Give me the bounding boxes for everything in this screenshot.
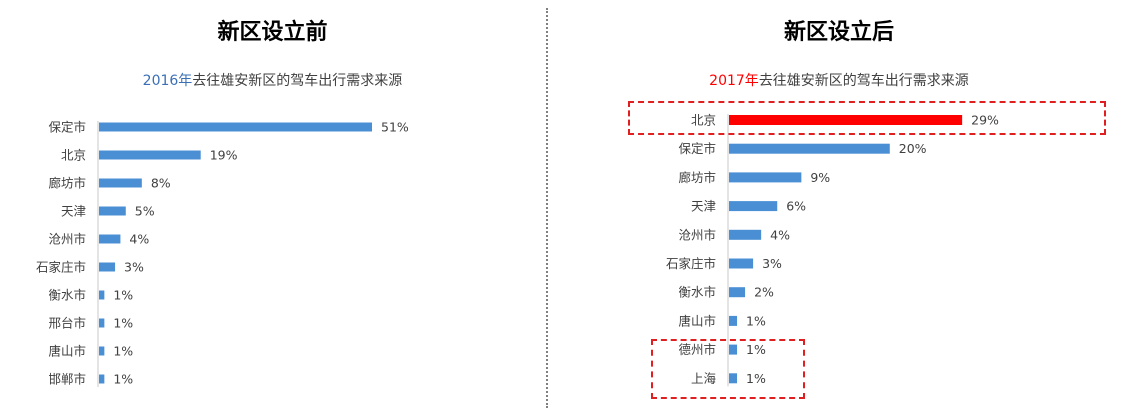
category-label: 保定市 [48, 120, 86, 135]
panel-heading: 新区设立后 [783, 20, 894, 45]
value-label: 4% [770, 227, 790, 242]
bar [729, 315, 738, 326]
highlight-box-new-sources [651, 339, 805, 399]
category-label: 唐山市 [48, 344, 86, 359]
category-label: 天津 [61, 204, 86, 219]
bar [99, 290, 105, 300]
bar [729, 115, 963, 125]
category-label: 北京 [691, 113, 716, 128]
bar [729, 172, 802, 183]
panel-heading: 新区设立前 [217, 20, 328, 45]
bar [729, 201, 778, 212]
value-label: 1% [113, 288, 133, 303]
bar [729, 287, 746, 298]
value-label: 1% [746, 313, 766, 328]
value-label: 8% [151, 176, 171, 191]
value-label: 1% [113, 316, 133, 331]
value-label: 1% [746, 342, 766, 357]
bar [729, 258, 754, 269]
subtitle-year: 2016年 [142, 73, 193, 89]
category-label: 北京 [61, 148, 86, 163]
value-label: 3% [124, 260, 144, 275]
category-label: 衡水市 [48, 288, 86, 303]
highlight-box-beijing [628, 101, 1106, 135]
bar [99, 318, 105, 328]
value-label: 20% [899, 141, 927, 156]
category-label: 沧州市 [48, 232, 86, 247]
category-label: 邢台市 [48, 316, 86, 331]
bar [99, 206, 126, 216]
subtitle-text: 去往雄安新区的驾车出行需求来源 [758, 73, 969, 89]
bar [729, 344, 738, 355]
bar [99, 122, 372, 132]
bar [729, 229, 762, 240]
value-label: 1% [113, 344, 133, 359]
bar [99, 262, 116, 272]
bar-chart-after: 北京 29% 保定市 20% 廊坊市 9% 天津 6% 沧州市 4% 石家庄市 3% 衡水市 2% 唐山市 1… [666, 113, 999, 387]
category-label: 廊坊市 [678, 170, 716, 185]
value-label: 29% [971, 113, 999, 128]
bar [99, 150, 201, 160]
bar [99, 178, 142, 188]
category-label: 石家庄市 [666, 256, 716, 271]
category-label: 沧州市 [678, 227, 716, 242]
category-label: 石家庄市 [36, 260, 86, 275]
bar [729, 143, 890, 154]
bar [99, 374, 105, 384]
category-label: 保定市 [678, 141, 716, 156]
bar-chart-before: 保定市 51% 北京 19% 廊坊市 8% 天津 5% 沧州市 4% 石家庄市 3% 衡水市 1% 邢台市 1… [36, 120, 409, 387]
value-label: 4% [129, 232, 149, 247]
value-label: 19% [210, 148, 238, 163]
chart-panel-before: 新区设立前 2016年去往雄安新区的驾车出行需求来源 保定市 51% 北京 19% 廊坊… [0, 0, 545, 412]
category-label: 天津 [691, 199, 716, 214]
bar [729, 373, 738, 384]
chart-subtitle: 2017年去往雄安新区的驾车出行需求来源 [548, 70, 1130, 90]
chart-panel-after: 新区设立后 2017年去往雄安新区的驾车出行需求来源 北京 29% 保定市 20% 廊坊… [548, 0, 1130, 412]
category-label: 上海 [691, 371, 717, 386]
value-label: 9% [810, 170, 830, 185]
value-label: 5% [135, 204, 155, 219]
subtitle-year: 2017年 [709, 73, 759, 89]
bar [99, 346, 105, 356]
value-label: 2% [754, 285, 774, 300]
category-label: 衡水市 [678, 285, 716, 300]
panel-divider [546, 8, 548, 408]
subtitle-text: 去往雄安新区的驾车出行需求来源 [192, 73, 403, 89]
category-label: 邯郸市 [48, 372, 86, 387]
category-label: 廊坊市 [48, 176, 86, 191]
value-label: 3% [762, 256, 782, 271]
category-label: 德州市 [678, 342, 716, 357]
category-label: 唐山市 [678, 313, 716, 328]
value-label: 6% [786, 199, 806, 214]
chart-subtitle: 2016年去往雄安新区的驾车出行需求来源 [0, 70, 545, 90]
value-label: 51% [381, 120, 409, 135]
bar [99, 234, 121, 244]
value-label: 1% [113, 372, 133, 387]
value-label: 1% [746, 371, 766, 386]
